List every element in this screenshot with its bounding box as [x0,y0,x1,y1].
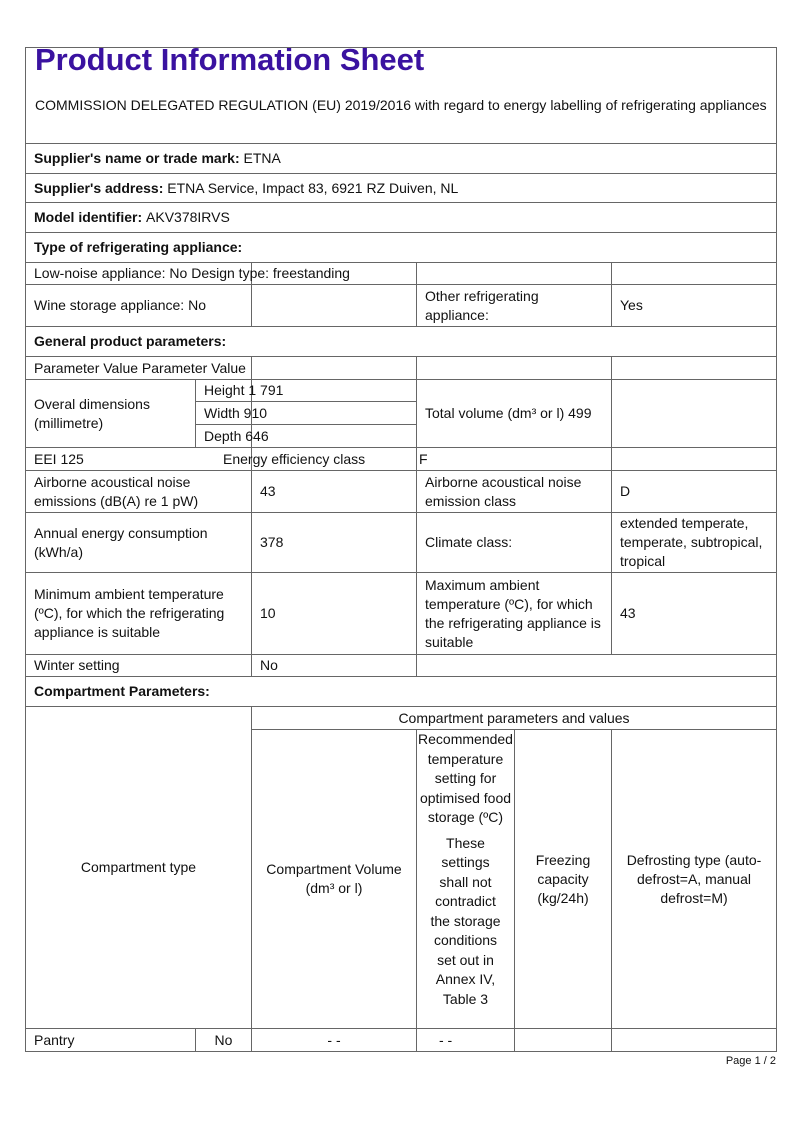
energy-class-value: F [417,448,612,471]
max-temp-value: 43 [612,573,777,655]
noise-class-label: Airborne acoustical noise emission class [417,471,612,513]
empty-cell [612,357,777,380]
empty-cell [612,448,777,471]
min-temp-value: 10 [252,573,417,655]
empty-cell [252,285,417,327]
height-cell: Height 1 791 [196,380,283,402]
other-appliance-value: Yes [612,285,777,327]
winter-value: No [252,655,417,677]
compartment-defrost-cell [612,1029,777,1052]
compartment-freezing-cell [515,1029,612,1052]
annual-energy-label: Annual energy consumption (kWh/a) [26,513,252,573]
min-temp-label: Minimum ambient temperature (ºC), for wh… [26,573,252,655]
supplier-name-value: ETNA [243,150,281,166]
model-row: Model identifier: AKV378IRVS [26,203,777,233]
width-cell: Width 910 [196,402,267,425]
supplier-name-label: Supplier's name or trade mark: [34,150,240,166]
compartment-volume-cell: - - [252,1029,417,1052]
compartment-type-header: Compartment type [26,707,252,1029]
empty-cell [252,357,417,380]
compartment-temp-cell: - - [417,1029,515,1052]
type-heading: Type of refrigerating appliance: [26,233,777,263]
page-title: Product Information Sheet [35,42,425,77]
compartment-type-cell: Pantry [26,1029,196,1052]
low-noise-cell: Low-noise appliance: No Design type: fre… [26,263,350,285]
model-value: AKV378IRVS [146,209,230,225]
product-information-sheet: Product Information Sheet COMMISSION DEL… [25,42,777,1052]
climate-class-label: Climate class: [417,513,612,573]
empty-cell [417,655,777,677]
total-volume: Total volume (dm³ or l) 499 [417,380,612,448]
supplier-name-row: Supplier's name or trade mark: ETNA [26,144,777,174]
model-label: Model identifier: [34,209,143,225]
freezing-header: Freezing capacity (kg/24h) [515,730,612,1029]
supplier-address-label: Supplier's address: [34,179,164,196]
temperature-header-text: Recommended temperature setting for opti… [418,731,513,825]
temperature-header: Recommended temperature setting for opti… [417,730,515,1029]
header-cell: Product Information Sheet COMMISSION DEL… [26,42,777,144]
other-appliance-label: Other refrigerating appliance: [417,285,612,327]
empty-cell [612,380,777,448]
empty-cell [417,357,612,380]
param-header: Parameter Value Parameter Value [26,357,252,380]
supplier-address-value: ETNA Service, Impact 83, 6921 RZ Duiven,… [167,179,459,196]
general-heading: General product parameters: [26,327,777,357]
max-temp-label: Maximum ambient temperature (ºC), for wh… [417,573,612,655]
wine-storage-cell: Wine storage appliance: No [26,285,252,327]
noise-label: Airborne acoustical noise emissions (dB(… [26,471,252,513]
empty-cell [252,380,417,402]
annual-energy-value: 378 [252,513,417,573]
volume-header: Compartment Volume (dm³ or l) [252,730,417,1029]
dimensions-label: Overal dimensions (millimetre) [26,380,196,448]
empty-cell [417,263,612,285]
empty-cell [252,263,417,285]
climate-class-value: extended temperate, temperate, subtropic… [612,513,777,573]
empty-cell [252,425,417,448]
depth-cell: Depth 646 [196,425,269,448]
compartment-heading: Compartment Parameters: [26,677,777,707]
compartment-present-cell: No [196,1029,252,1052]
eei-cell: EEI 125 [26,448,252,471]
page-number: Page 1 / 2 [725,1055,776,1067]
compartment-group-header: Compartment parameters and values [252,707,777,730]
energy-class-label: Energy efficiency class [223,451,366,467]
supplier-address-row: Supplier's address: ETNA Service, Impact… [26,174,777,203]
empty-cell [252,448,417,471]
empty-cell [612,263,777,285]
noise-class-value: D [612,471,777,513]
temperature-note: These settings shall not contradict the … [430,834,501,1007]
empty-cell [252,402,417,425]
defrost-header: Defrosting type (auto-defrost=A, manual … [612,730,777,1029]
regulation-subtitle: COMMISSION DELEGATED REGULATION (EU) 201… [35,97,767,113]
winter-label: Winter setting [26,655,252,677]
noise-value: 43 [252,471,417,513]
